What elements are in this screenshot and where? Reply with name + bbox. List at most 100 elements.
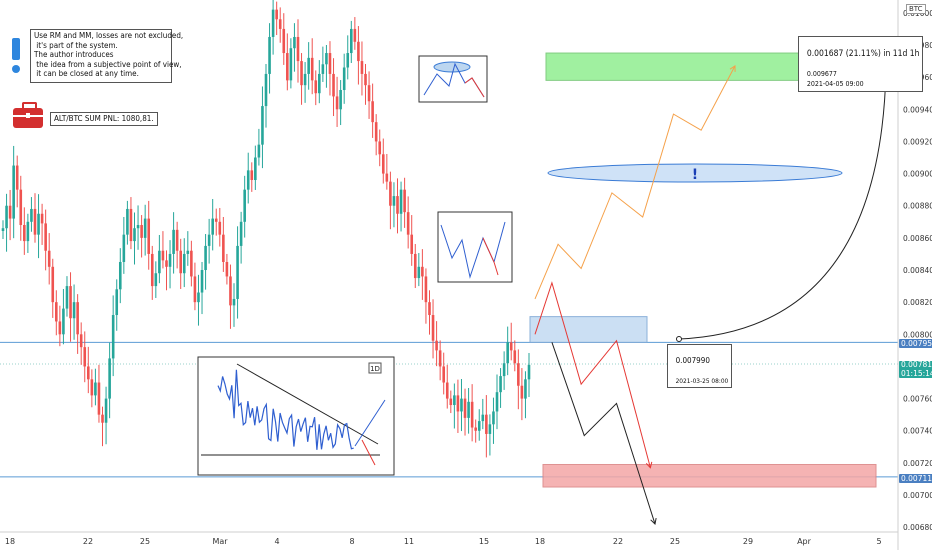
candle-body	[111, 315, 115, 359]
candle-body	[286, 53, 289, 81]
candle-body	[158, 250, 161, 274]
candle-body	[150, 253, 154, 287]
candle-body	[346, 53, 350, 68]
candle-body	[193, 276, 197, 303]
candle-body	[470, 401, 474, 428]
candle-body	[79, 334, 83, 348]
deep-bearish-projection-path	[551, 342, 656, 525]
candle-body	[175, 229, 179, 251]
candle-body	[101, 414, 104, 423]
entry-zone	[529, 316, 648, 343]
x-tick-label: 22	[83, 537, 93, 546]
candle-body	[15, 165, 19, 190]
candle-body	[69, 286, 72, 319]
candle-body	[246, 170, 250, 190]
candle-body	[40, 213, 44, 224]
candle-body	[360, 61, 364, 74]
x-tick-label: 5	[876, 537, 881, 546]
candle-body	[182, 253, 186, 274]
candle-body	[428, 302, 431, 316]
candle-body	[200, 270, 204, 293]
inset-bottom-down-path	[361, 439, 376, 466]
x-tick-label: 15	[479, 537, 489, 546]
candle-body	[55, 302, 58, 322]
measure-start-dot	[676, 336, 682, 342]
candle-body	[51, 266, 55, 303]
candle-body	[477, 421, 481, 431]
candle-body	[236, 245, 239, 299]
candle-body	[278, 19, 282, 29]
candle-body	[161, 250, 165, 261]
candle-body	[453, 395, 456, 406]
ellipse-exclamation: !	[692, 167, 698, 183]
key-zone-ellipse	[547, 163, 843, 183]
candle-body	[58, 321, 62, 335]
candle-body	[257, 144, 261, 158]
candle-body	[225, 261, 229, 277]
candle-body	[381, 154, 385, 174]
candle-body	[62, 308, 65, 335]
bearish-projection-path	[534, 281, 651, 468]
candle-body	[481, 414, 485, 422]
candle-body	[385, 173, 389, 182]
candle-body	[289, 48, 293, 81]
candle-body	[403, 189, 406, 213]
candle-body	[83, 347, 87, 367]
candle-body	[133, 228, 136, 242]
chart-grid	[0, 341, 898, 478]
candle-body	[23, 225, 26, 242]
candle-body	[357, 41, 360, 62]
candle-body	[389, 181, 392, 206]
chart-zones: !	[529, 52, 877, 488]
candle-body	[271, 9, 275, 37]
candle-body	[310, 57, 314, 81]
candle-body	[33, 208, 37, 235]
symbol-badge: BTC	[906, 4, 926, 14]
candle-body	[204, 245, 207, 271]
inset-mid-line-red	[482, 237, 499, 276]
candle-body	[509, 342, 513, 351]
bullish-arrowhead	[729, 64, 736, 72]
candle-body	[147, 218, 151, 254]
candle-body	[268, 36, 271, 74]
projection-paths	[534, 64, 889, 525]
candle-body	[186, 250, 190, 254]
candle-body	[129, 208, 133, 242]
candle-body	[1, 228, 5, 232]
inset-sketches: 1D	[197, 55, 513, 476]
candle-body	[342, 67, 346, 91]
candle-body	[94, 382, 97, 396]
candle-body	[108, 358, 111, 399]
current-price: 0.007815	[901, 360, 932, 369]
candle-body	[442, 366, 446, 383]
measure-curve	[678, 69, 887, 340]
candle-body	[339, 90, 342, 110]
candle-body	[250, 170, 254, 181]
countdown: 01:15:14	[901, 368, 932, 378]
candle-body	[495, 392, 499, 412]
candle-body	[72, 302, 76, 319]
briefcase-icon	[13, 102, 43, 128]
inset-bottom-up-path	[354, 399, 386, 447]
inset-sketch-bottom	[197, 356, 395, 476]
candle-body	[520, 385, 524, 399]
inset-bottom-trendline	[236, 363, 379, 445]
x-tick-label: 25	[670, 537, 680, 546]
x-tick-label: 8	[349, 537, 354, 546]
candle-body	[349, 28, 353, 54]
measure-start-price: 0.007990	[675, 356, 710, 365]
candle-body	[488, 424, 492, 434]
candle-body	[417, 266, 421, 279]
candle-body	[449, 398, 453, 406]
measure-start-box: 0.007990 2021-03-25 08:00	[667, 344, 733, 388]
disclaimer-note: Use RM and MM, losses are not excluded, …	[30, 29, 183, 83]
candle-body	[122, 234, 126, 262]
exclamation-icon	[12, 38, 20, 78]
candle-body	[143, 218, 147, 238]
measure-result-box: 0.001687 (21.11%) in 11d 1h 0.009677 202…	[798, 36, 924, 92]
inset-timeframe-badge	[368, 362, 382, 374]
